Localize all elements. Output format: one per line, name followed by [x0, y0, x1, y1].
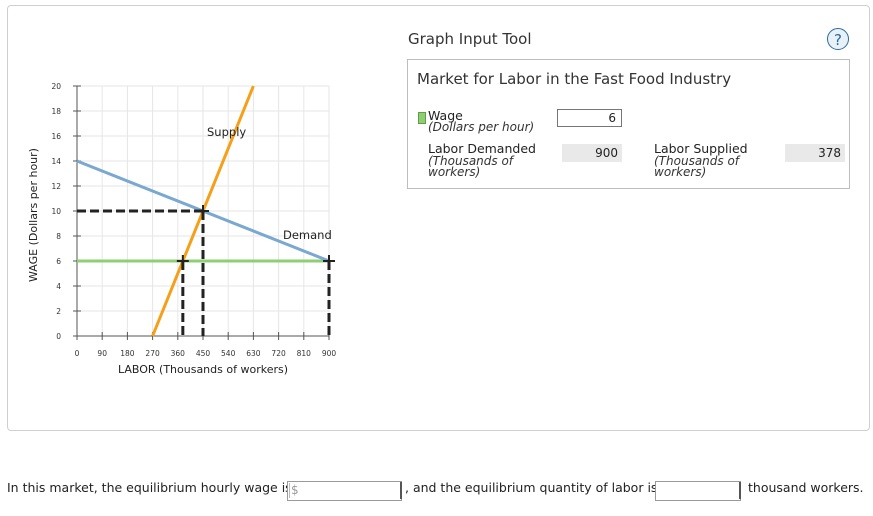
y-tick-label: 10	[51, 207, 61, 216]
graph-input-tool-title: Graph Input Tool	[408, 30, 532, 48]
plus-marker	[323, 255, 335, 267]
y-tick-label: 6	[56, 257, 61, 266]
equilibrium-quantity-input[interactable]	[655, 481, 741, 501]
wage-label: Wage	[428, 108, 463, 123]
wage-color-swatch	[418, 112, 426, 124]
x-tick-label: 360	[171, 349, 186, 358]
currency-divider	[289, 483, 290, 498]
y-tick-label: 18	[51, 107, 61, 116]
currency-symbol: $	[291, 483, 299, 497]
labor-supplied-unit-line1: (Thousands of	[654, 154, 740, 168]
y-tick-label: 2	[56, 307, 61, 316]
x-tick-label: 720	[271, 349, 286, 358]
help-icon[interactable]: ?	[827, 28, 849, 50]
y-axis-label: WAGE (Dollars per hour)	[27, 148, 40, 282]
y-tick-label: 14	[51, 157, 61, 166]
plus-marker	[197, 205, 209, 217]
x-tick-label: 90	[97, 349, 107, 358]
y-tick-label: 8	[56, 232, 61, 241]
x-tick-label: 0	[75, 349, 80, 358]
equilibrium-wage-input[interactable]	[287, 481, 402, 501]
x-tick-label: 900	[322, 349, 337, 358]
x-tick-label: 180	[120, 349, 135, 358]
labor-supplied-unit-line2: workers)	[654, 165, 707, 179]
labor-demanded-unit-line1: (Thousands of	[428, 154, 514, 168]
plus-marker	[176, 255, 189, 267]
chart-markers	[77, 205, 335, 336]
quantity-field-edge	[739, 482, 741, 499]
y-tick-label: 0	[56, 332, 61, 341]
wage-field-edge	[400, 482, 402, 499]
wage-input[interactable]: 6	[557, 109, 622, 127]
x-tick-label: 810	[297, 349, 312, 358]
y-tick-label: 4	[56, 282, 61, 291]
question-text-part2: , and the equilibrium quantity of labor …	[405, 480, 658, 495]
market-title: Market for Labor in the Fast Food Indust…	[417, 70, 732, 88]
x-tick-label: 450	[196, 349, 211, 358]
x-axis-label: LABOR (Thousands of workers)	[118, 363, 288, 376]
labor-demanded-label: Labor Demanded	[428, 141, 536, 156]
labor-demanded-value: 900	[562, 144, 622, 162]
supply-curve-label: Supply	[207, 125, 246, 139]
labor-supplied-value: 378	[785, 144, 845, 162]
question-text-part3: thousand workers.	[748, 480, 864, 495]
x-tick-label: 630	[246, 349, 261, 358]
labor-supplied-label: Labor Supplied	[654, 141, 748, 156]
demand-curve-label: Demand	[283, 228, 332, 242]
y-tick-label: 20	[51, 82, 61, 91]
labor-demanded-unit-line2: workers)	[428, 165, 481, 179]
y-tick-label: 12	[51, 182, 61, 191]
graph-panel	[7, 5, 870, 431]
x-tick-label: 540	[221, 349, 236, 358]
x-tick-label: 270	[145, 349, 160, 358]
y-tick-label: 16	[51, 132, 61, 141]
wage-unit: (Dollars per hour)	[428, 120, 535, 134]
question-text-part1: In this market, the equilibrium hourly w…	[7, 480, 292, 495]
graph-input-tool-box	[407, 59, 850, 189]
